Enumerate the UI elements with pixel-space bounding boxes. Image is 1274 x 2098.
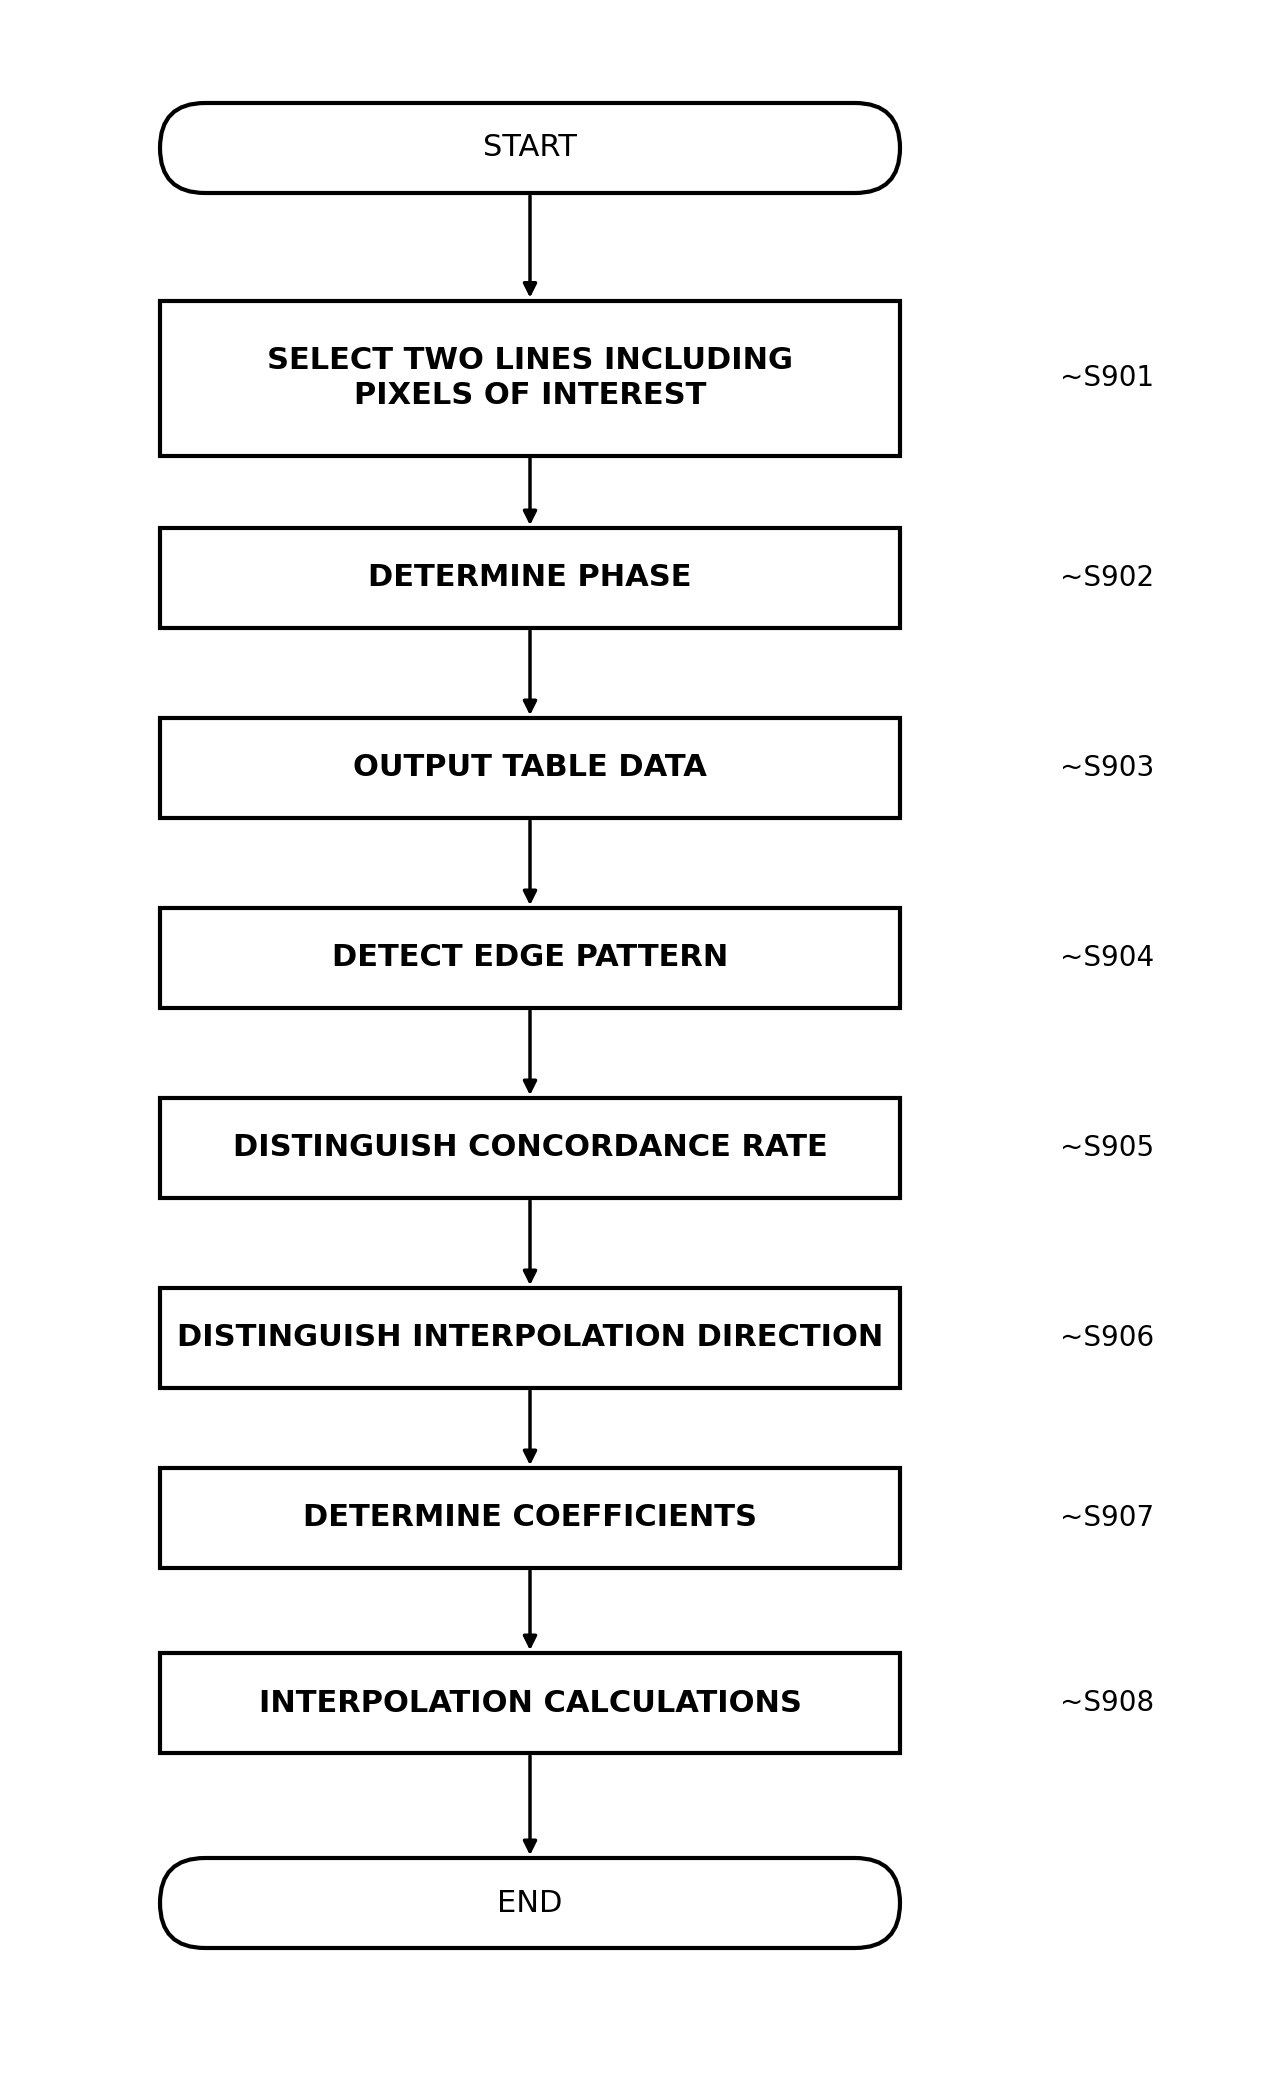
Text: ~S901: ~S901 (1060, 363, 1154, 392)
Text: ~S907: ~S907 (1060, 1504, 1154, 1532)
Text: ~S902: ~S902 (1060, 564, 1154, 592)
Bar (161, 1288, 899, 1389)
Text: DISTINGUISH INTERPOLATION DIRECTION: DISTINGUISH INTERPOLATION DIRECTION (177, 1324, 883, 1353)
Bar (161, 529, 899, 627)
Bar (161, 908, 899, 1007)
Text: ~S908: ~S908 (1060, 1689, 1154, 1716)
Text: ~S905: ~S905 (1060, 1135, 1154, 1162)
Text: DETECT EDGE PATTERN: DETECT EDGE PATTERN (331, 944, 729, 973)
Text: START: START (483, 134, 577, 162)
Bar (161, 300, 899, 455)
Bar (161, 1469, 899, 1567)
Text: DISTINGUISH CONCORDANCE RATE: DISTINGUISH CONCORDANCE RATE (233, 1133, 827, 1162)
Text: INTERPOLATION CALCULATIONS: INTERPOLATION CALCULATIONS (259, 1689, 801, 1718)
FancyBboxPatch shape (161, 1859, 899, 1949)
Bar (161, 1097, 899, 1198)
Text: ~S906: ~S906 (1060, 1324, 1154, 1351)
Text: OUTPUT TABLE DATA: OUTPUT TABLE DATA (353, 753, 707, 783)
FancyBboxPatch shape (161, 103, 899, 193)
Text: SELECT TWO LINES INCLUDING
PIXELS OF INTEREST: SELECT TWO LINES INCLUDING PIXELS OF INT… (268, 346, 792, 411)
Text: END: END (497, 1888, 563, 1918)
Text: DETERMINE COEFFICIENTS: DETERMINE COEFFICIENTS (303, 1504, 757, 1532)
Text: DETERMINE PHASE: DETERMINE PHASE (368, 564, 692, 592)
Bar (161, 1653, 899, 1754)
Text: ~S903: ~S903 (1060, 753, 1154, 783)
Text: ~S904: ~S904 (1060, 944, 1154, 971)
Bar (161, 718, 899, 818)
